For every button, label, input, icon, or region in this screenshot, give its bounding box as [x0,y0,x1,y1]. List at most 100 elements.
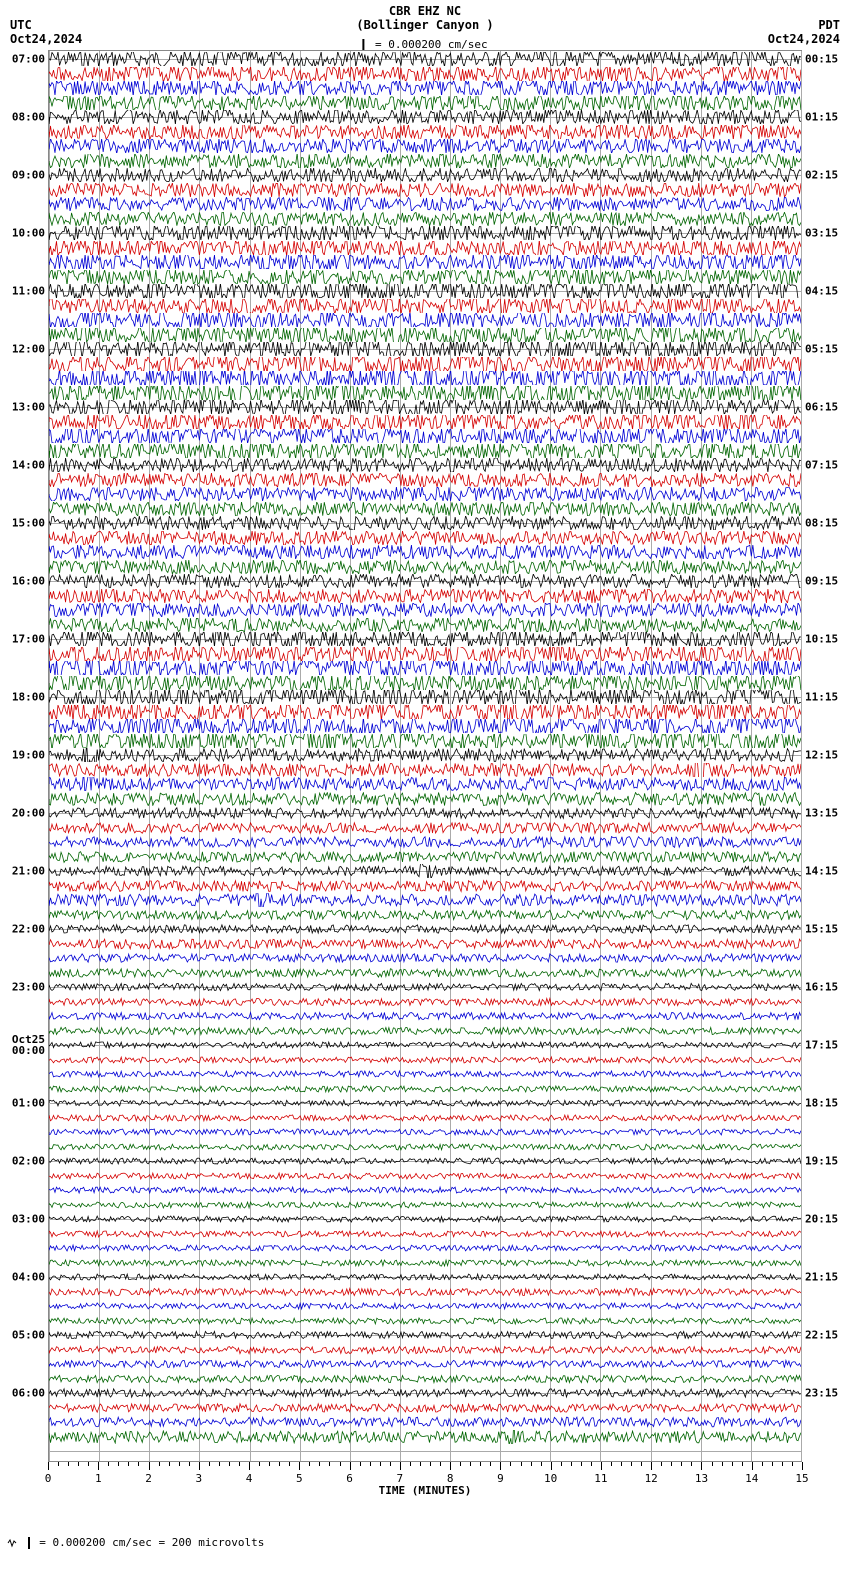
x-tick [500,1462,501,1470]
header-left: UTC Oct24,2024 [10,18,82,46]
trace-row [49,357,801,371]
x-minor-tick [490,1462,491,1466]
hgrid-line [49,1335,801,1336]
pdt-hour-label: 19:15 [805,1155,838,1168]
vgrid-line [250,51,251,1461]
utc-hour-label: 15:00 [12,517,45,530]
x-axis: TIME (MINUTES) 0123456789101112131415 [48,1462,802,1496]
trace-row [49,1357,801,1371]
trace-row [49,560,801,574]
trace-row [49,270,801,284]
trace-row [49,328,801,342]
trace-row [49,545,801,559]
vgrid-line [651,51,652,1461]
x-tick-label: 10 [544,1472,557,1485]
hgrid-line [49,871,801,872]
pdt-hour-label: 14:15 [805,865,838,878]
trace-row [49,719,801,733]
utc-hour-label: 04:00 [12,1271,45,1284]
x-tick-label: 15 [795,1472,808,1485]
trace-row [49,792,801,806]
trace-row [49,81,801,95]
trace-row [49,1024,801,1038]
x-tick [651,1462,652,1470]
trace-row [49,371,801,385]
trace-row [49,1241,801,1255]
utc-hour-label: 19:00 [12,749,45,762]
hgrid-line [49,581,801,582]
trace-row [49,879,801,893]
header-right: PDT Oct24,2024 [768,18,840,46]
utc-hour-label: 20:00 [12,807,45,820]
pdt-hour-label: 02:15 [805,169,838,182]
x-tick [400,1462,401,1470]
vgrid-line [99,51,100,1461]
hgrid-line [49,697,801,698]
trace-row [49,444,801,458]
utc-hour-label: Oct2500:00 [12,1034,45,1056]
pdt-hour-label: 21:15 [805,1271,838,1284]
x-minor-tick [510,1462,511,1466]
x-minor-tick [762,1462,763,1466]
trace-row [49,415,801,429]
hgrid-line [49,1161,801,1162]
vgrid-line [49,51,50,1461]
x-tick-label: 13 [695,1472,708,1485]
x-minor-tick [78,1462,79,1466]
hgrid-line [49,1219,801,1220]
utc-hour-label: 08:00 [12,111,45,124]
vgrid-line [199,51,200,1461]
utc-hour-label: 09:00 [12,169,45,182]
hgrid-line [49,233,801,234]
vgrid-line [450,51,451,1461]
utc-hour-label: 11:00 [12,285,45,298]
trace-row [49,197,801,211]
utc-hour-label: 23:00 [12,981,45,994]
x-tick [450,1462,451,1470]
pdt-hour-label: 22:15 [805,1329,838,1342]
x-tick [199,1462,200,1470]
trace-row [49,618,801,632]
pdt-hour-label: 09:15 [805,575,838,588]
trace-row [49,386,801,400]
hgrid-line [49,755,801,756]
x-tick [601,1462,602,1470]
x-minor-tick [239,1462,240,1466]
x-minor-tick [521,1462,522,1466]
trace-row [49,1053,801,1067]
x-minor-tick [460,1462,461,1466]
utc-hour-label: 12:00 [12,343,45,356]
x-minor-tick [159,1462,160,1466]
vgrid-line [801,51,802,1461]
trace-row [49,1198,801,1212]
hgrid-line [49,639,801,640]
hgrid-line [49,813,801,814]
x-minor-tick [671,1462,672,1466]
pdt-hour-label: 10:15 [805,633,838,646]
trace-row [49,1082,801,1096]
utc-hour-label: 06:00 [12,1387,45,1400]
trace-row [49,313,801,327]
x-tick-label: 7 [397,1472,404,1485]
trace-row [49,1343,801,1357]
x-tick [149,1462,150,1470]
trace-row [49,1125,801,1139]
vgrid-line [300,51,301,1461]
trace-row [49,966,801,980]
trace-row [49,1372,801,1386]
vgrid-line [400,51,401,1461]
pdt-hour-label: 12:15 [805,749,838,762]
trace-row [49,1314,801,1328]
trace-row [49,734,801,748]
trace-row [49,1183,801,1197]
tz-right-label: PDT [818,18,840,32]
x-tick-label: 1 [95,1472,102,1485]
x-minor-tick [480,1462,481,1466]
pdt-hour-label: 13:15 [805,807,838,820]
hgrid-line [49,1393,801,1394]
trace-row [49,647,801,661]
hgrid-line [49,929,801,930]
x-minor-tick [681,1462,682,1466]
x-minor-tick [772,1462,773,1466]
x-minor-tick [420,1462,421,1466]
